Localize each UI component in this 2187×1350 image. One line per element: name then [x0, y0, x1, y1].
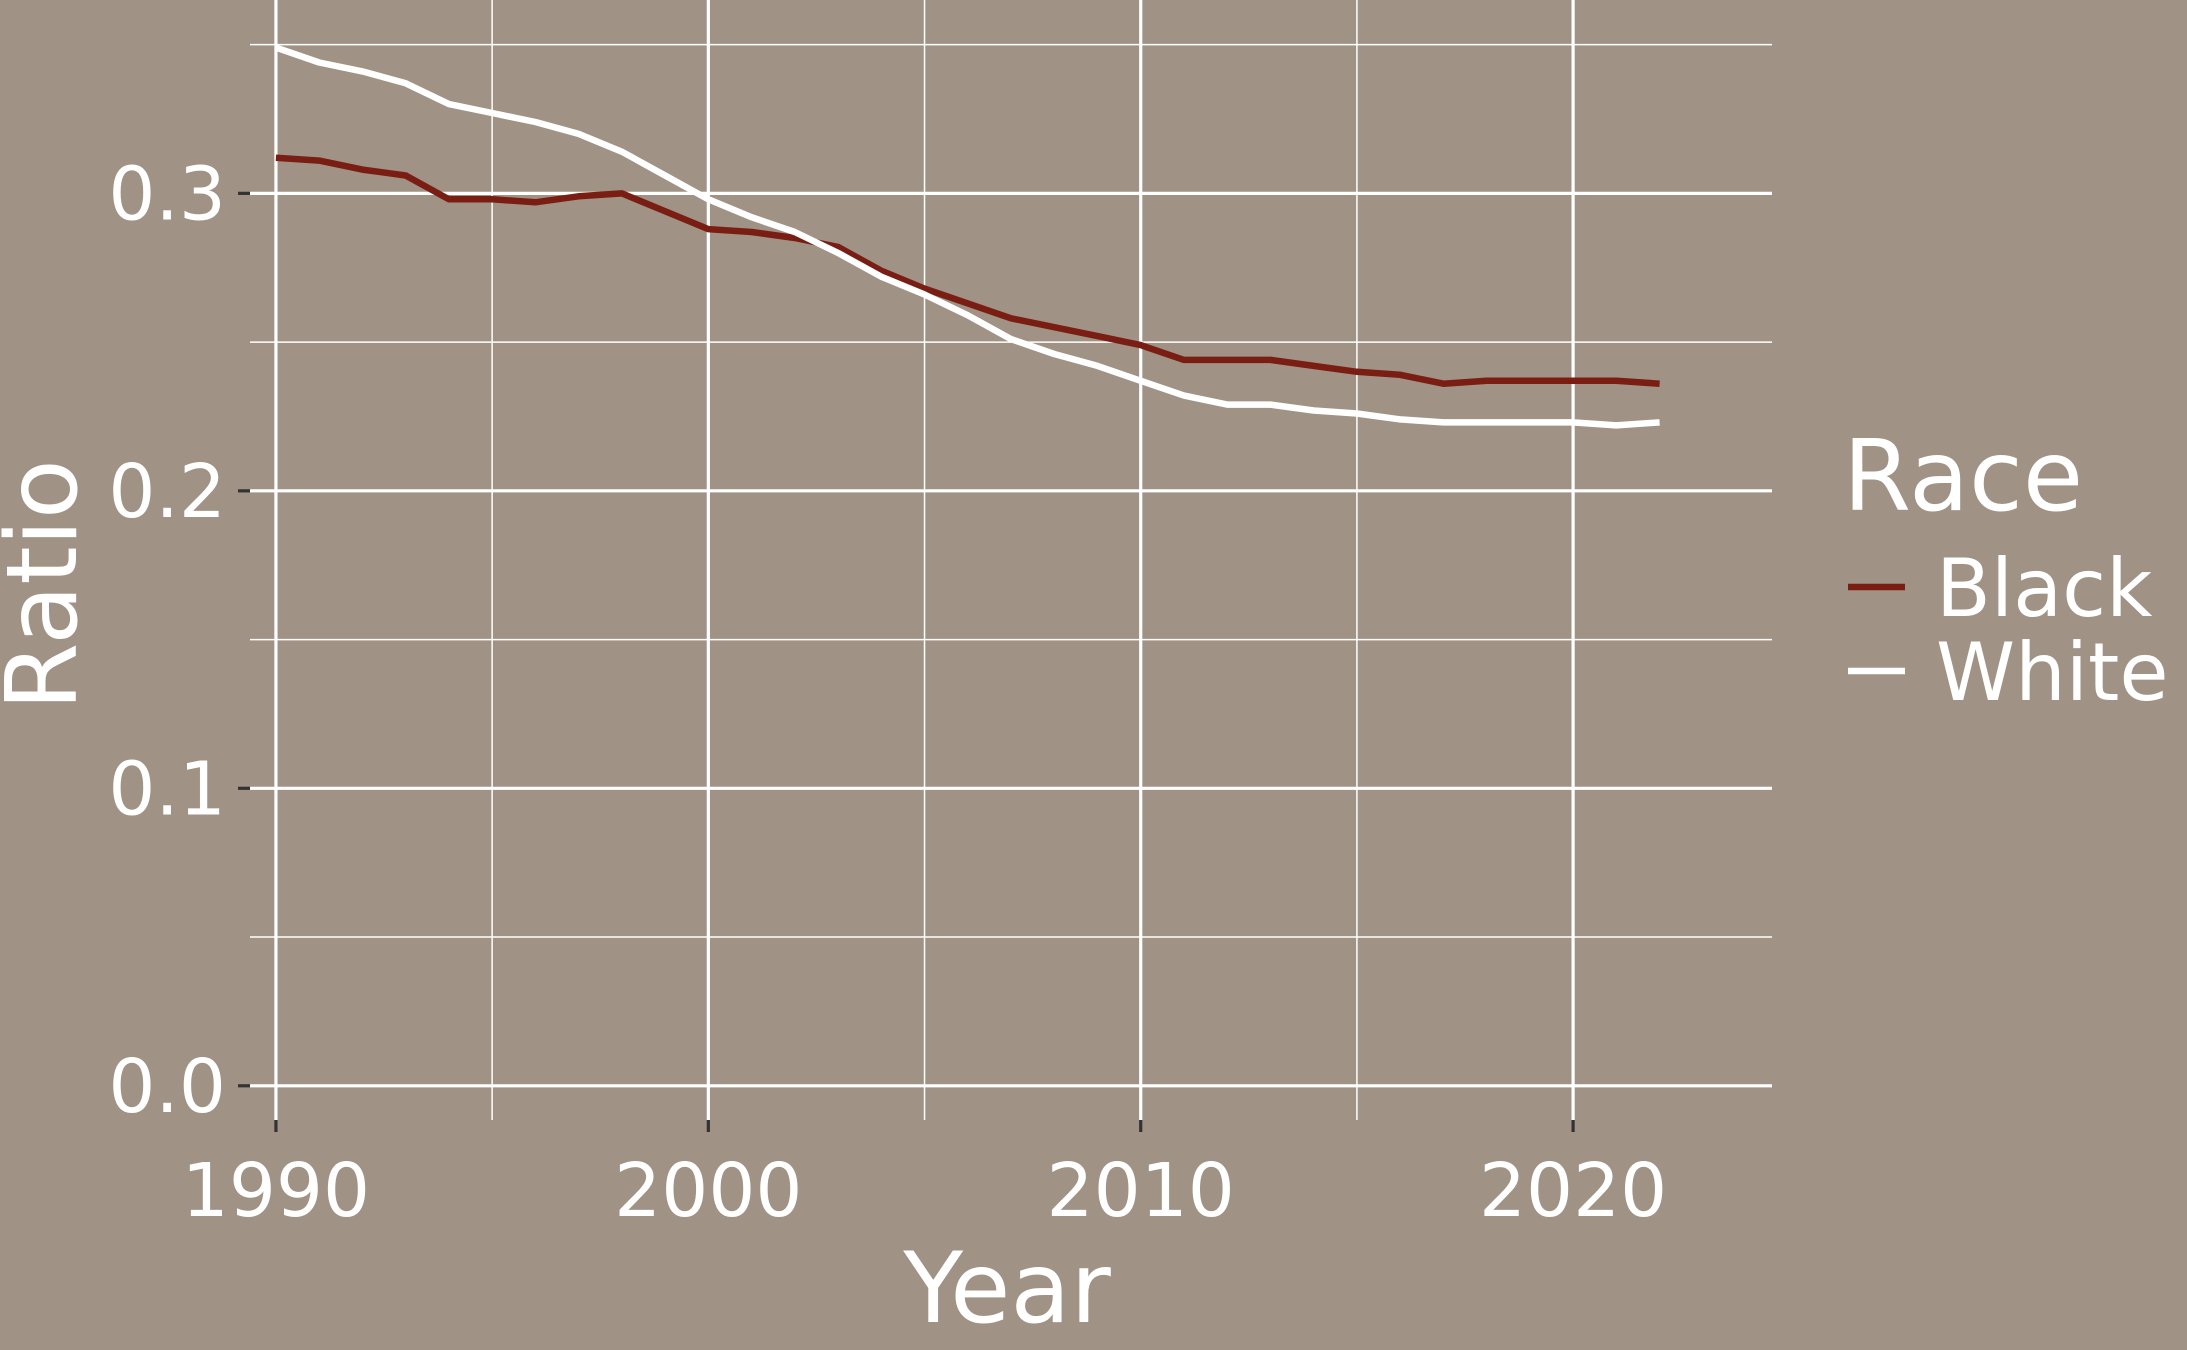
minor-grid	[250, 0, 1772, 1120]
y-tick-label: 0.3	[108, 151, 226, 237]
major-grid	[250, 0, 1772, 1120]
series-line-black	[275, 154, 1660, 387]
y-tick-label: 0.1	[108, 746, 226, 832]
y-axis-tick-labels: 0.0 0.1 0.2 0.3	[108, 151, 226, 1129]
x-tick-label: 2010	[1047, 1148, 1235, 1234]
x-axis-tick-labels: 1990 2000 2010 2020	[182, 1148, 1667, 1234]
legend-label-black: Black	[1936, 542, 2153, 635]
y-axis-title: Ratio	[0, 459, 100, 711]
x-tick-label: 2020	[1479, 1148, 1667, 1234]
legend-title: Race	[1843, 420, 2083, 534]
x-axis-title: Year	[902, 1232, 1111, 1346]
x-tick-label: 1990	[182, 1148, 370, 1234]
y-tick-label: 0.2	[108, 449, 226, 535]
x-tick-label: 2000	[614, 1148, 802, 1234]
y-tick-label: 0.0	[108, 1044, 226, 1130]
axis-ticks	[238, 191, 1575, 1132]
series-line-white	[274, 44, 1660, 429]
series-lines	[274, 44, 1660, 429]
legend-label-white: White	[1936, 626, 2169, 719]
